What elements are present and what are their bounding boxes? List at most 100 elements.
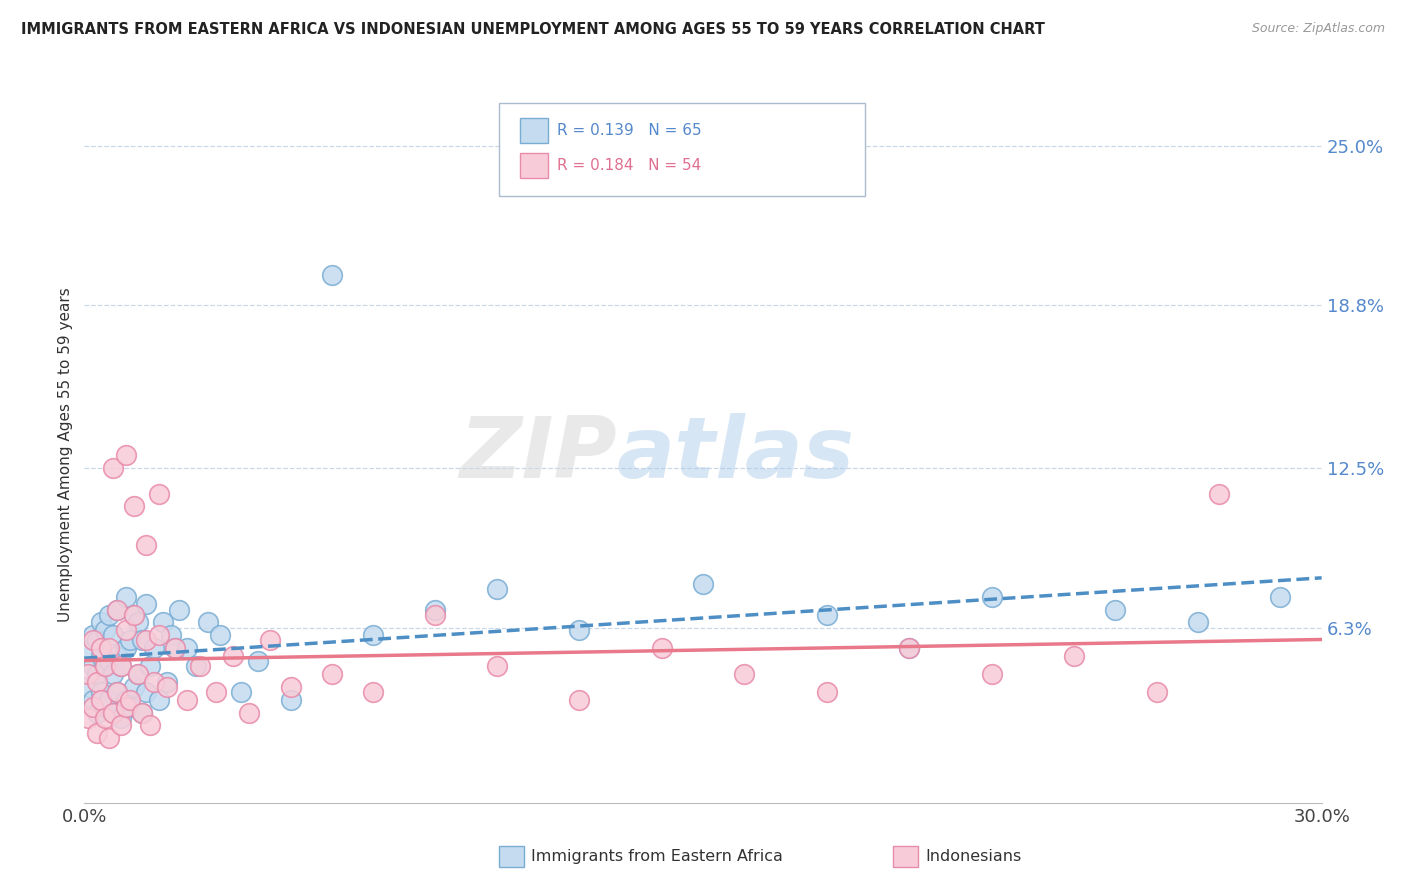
Point [114, 623, 136, 637]
Point [90, 648, 112, 663]
Point [90, 692, 112, 706]
Point [114, 448, 136, 462]
Text: R = 0.184   N = 54: R = 0.184 N = 54 [557, 158, 702, 172]
Point [1104, 602, 1126, 616]
Point [280, 692, 302, 706]
Point [423, 607, 446, 622]
Point [110, 659, 132, 673]
Text: atlas: atlas [616, 413, 855, 497]
Point [733, 667, 755, 681]
Point [176, 641, 198, 656]
Point [280, 680, 302, 694]
Point [110, 659, 132, 673]
Point [361, 628, 384, 642]
Point [110, 718, 132, 732]
Point [82, 659, 104, 673]
Point [167, 602, 190, 616]
Point [114, 641, 136, 656]
Point [105, 648, 128, 663]
Text: Source: ZipAtlas.com: Source: ZipAtlas.com [1251, 22, 1385, 36]
Point [127, 615, 149, 630]
Point [156, 674, 179, 689]
Point [90, 615, 112, 630]
Point [156, 680, 179, 694]
Point [238, 706, 260, 720]
Point [423, 602, 446, 616]
Point [143, 674, 166, 689]
Y-axis label: Unemployment Among Ages 55 to 59 years: Unemployment Among Ages 55 to 59 years [58, 287, 73, 623]
Point [485, 582, 508, 596]
Point [118, 700, 141, 714]
Point [485, 659, 508, 673]
Point [259, 633, 281, 648]
Point [135, 598, 157, 612]
Point [815, 607, 838, 622]
Point [86, 674, 108, 689]
Point [118, 692, 141, 706]
Point [1208, 486, 1230, 500]
Point [110, 711, 132, 725]
Point [94, 623, 117, 637]
Point [898, 641, 921, 656]
Point [131, 706, 153, 720]
Point [651, 641, 673, 656]
Point [86, 726, 108, 740]
Point [184, 659, 207, 673]
Point [127, 667, 149, 681]
Point [205, 685, 228, 699]
Point [321, 667, 343, 681]
Point [94, 711, 117, 725]
Point [103, 628, 125, 642]
Point [131, 633, 153, 648]
Point [90, 685, 112, 699]
Point [148, 692, 170, 706]
Point [122, 607, 145, 622]
Point [135, 633, 157, 648]
Point [103, 460, 125, 475]
Point [246, 654, 269, 668]
Point [77, 667, 100, 681]
Point [361, 685, 384, 699]
Point [568, 692, 591, 706]
Point [77, 641, 100, 656]
Point [568, 623, 591, 637]
Point [165, 641, 187, 656]
Point [176, 692, 198, 706]
Point [321, 268, 343, 282]
Point [188, 659, 211, 673]
Point [209, 628, 232, 642]
Text: Immigrants from Eastern Africa: Immigrants from Eastern Africa [531, 849, 783, 863]
Point [77, 680, 100, 694]
Point [118, 633, 141, 648]
Point [980, 590, 1002, 604]
Point [114, 692, 136, 706]
Point [105, 602, 128, 616]
Text: IMMIGRANTS FROM EASTERN AFRICA VS INDONESIAN UNEMPLOYMENT AMONG AGES 55 TO 59 YE: IMMIGRANTS FROM EASTERN AFRICA VS INDONE… [21, 22, 1045, 37]
Point [122, 500, 145, 514]
Point [148, 628, 170, 642]
Point [86, 667, 108, 681]
Point [139, 718, 162, 732]
Point [122, 607, 145, 622]
Point [148, 486, 170, 500]
Point [86, 706, 108, 720]
Point [105, 685, 128, 699]
Point [143, 641, 166, 656]
Point [98, 607, 121, 622]
Point [229, 685, 252, 699]
Point [103, 706, 125, 720]
Point [94, 659, 117, 673]
Point [1063, 648, 1085, 663]
Point [980, 667, 1002, 681]
Point [122, 680, 145, 694]
Point [222, 648, 245, 663]
Point [103, 667, 125, 681]
Point [98, 731, 121, 746]
Point [82, 692, 104, 706]
Text: Indonesians: Indonesians [925, 849, 1021, 863]
Point [98, 692, 121, 706]
Point [898, 641, 921, 656]
Point [105, 602, 128, 616]
Point [1270, 590, 1292, 604]
Point [82, 633, 104, 648]
